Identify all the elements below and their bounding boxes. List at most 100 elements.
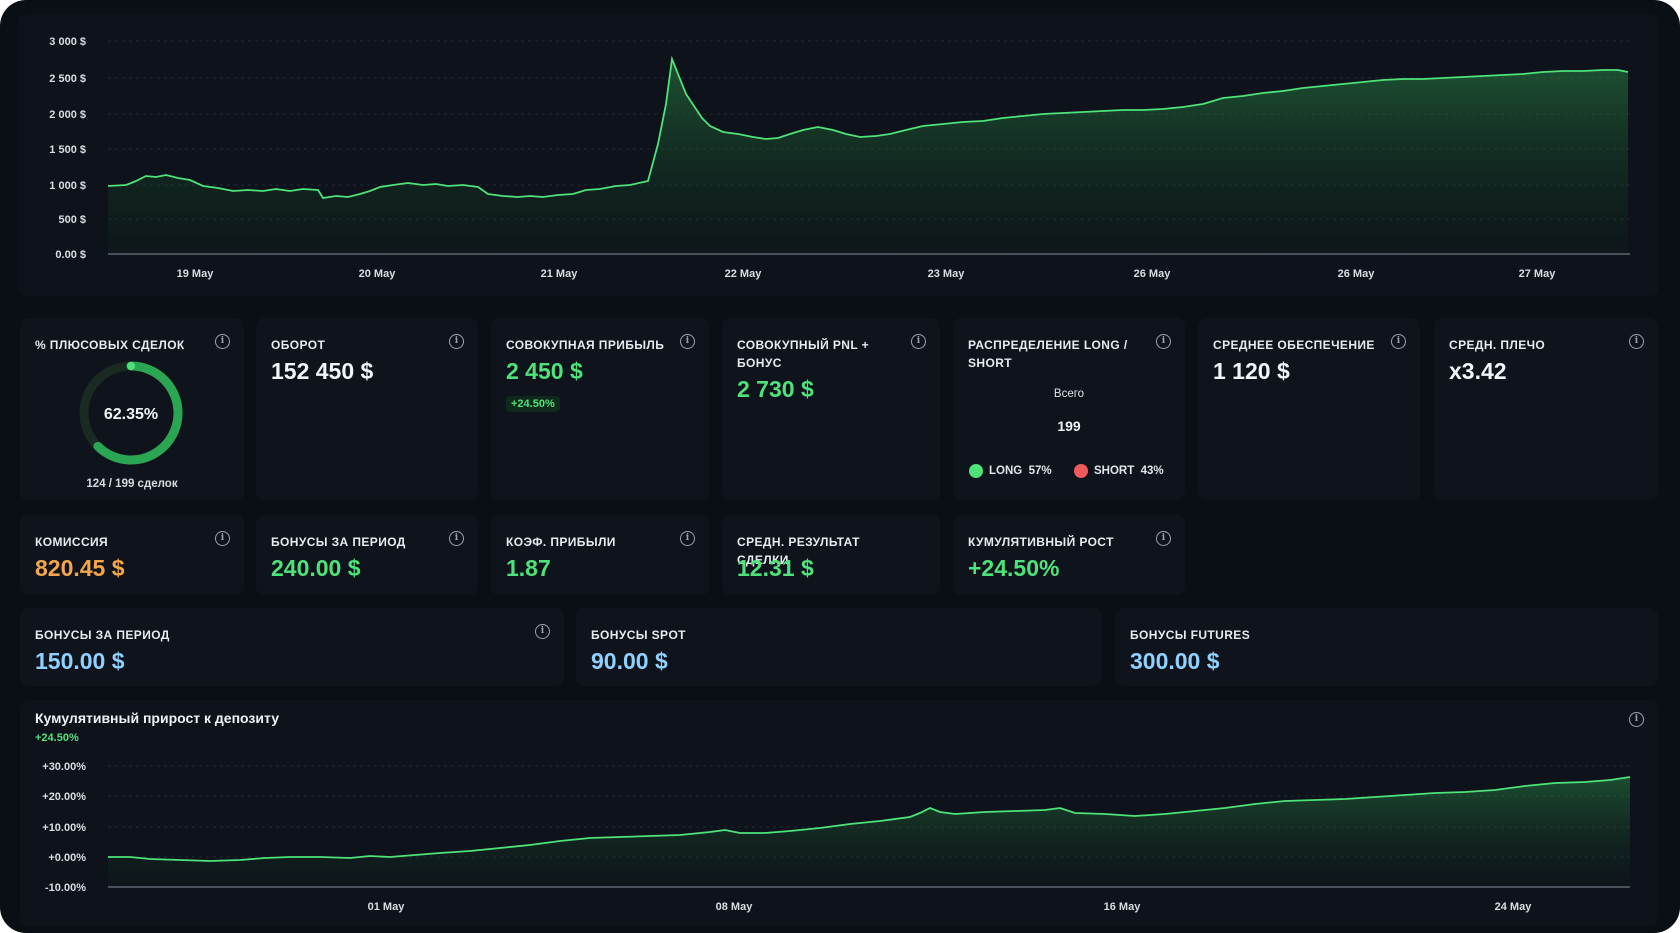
info-icon[interactable]: i [535, 624, 550, 639]
y-tick: 1 500 $ [49, 144, 86, 156]
total-label: Всего [1053, 388, 1085, 400]
avg-collateral-card: СРЕДНЕЕ ОБЕСПЕЧЕНИЕ i 1 120 $ [1198, 318, 1420, 500]
growth-chart-title: Кумулятивный прирост к депозиту [35, 710, 279, 726]
info-icon[interactable]: i [680, 531, 695, 546]
win-rate-caption: 124 / 199 сделок [86, 478, 178, 490]
info-icon[interactable]: i [1391, 334, 1406, 349]
card-title: ОБОРОТ [271, 338, 326, 352]
y-tick: 0.00 $ [55, 249, 86, 261]
card-title: СРЕДН. РЕЗУЛЬТАТ СДЕЛКИ [737, 535, 860, 567]
info-icon[interactable]: i [449, 531, 464, 546]
bonuses-total-value: 150.00 $ [35, 648, 125, 674]
long-pct: 57% [1028, 465, 1052, 478]
turnover-card: ОБОРОТ i 152 450 $ [256, 318, 478, 500]
growth-area [108, 777, 1630, 887]
info-icon[interactable]: i [1156, 531, 1171, 546]
growth-line [108, 776, 1631, 862]
profit-factor-value: 1.87 [506, 555, 551, 581]
y-tick: +30.00% [42, 761, 86, 773]
x-tick: 27 May [1519, 268, 1557, 280]
balance-chart: 3 000 $ 2 500 $ 2 000 $ 1 500 $ 1 000 $ … [49, 36, 1630, 280]
info-icon[interactable]: i [1156, 334, 1171, 349]
info-icon[interactable]: i [680, 334, 695, 349]
long-short-card: РАСПРЕДЕЛЕНИЕ LONG / SHORT i Всего 199 L… [953, 318, 1185, 500]
y-tick: -10.00% [45, 882, 86, 894]
info-icon[interactable]: i [449, 334, 464, 349]
y-tick: 2 500 $ [49, 73, 86, 85]
turnover-value: 152 450 $ [271, 358, 374, 384]
bonuses-spot-value: 90.00 $ [591, 648, 668, 674]
bonuses-futures-card: БОНУСЫ FUTURES 300.00 $ [1115, 608, 1658, 686]
balance-area [108, 59, 1628, 254]
card-title: КОМИССИЯ [35, 535, 109, 549]
x-tick: 26 May [1338, 268, 1376, 280]
avg-trade-value: 12.31 $ [737, 555, 814, 581]
info-icon[interactable]: i [1629, 712, 1644, 727]
balance-chart-panel: 3 000 $ 2 500 $ 2 000 $ 1 500 $ 1 000 $ … [18, 14, 1658, 296]
bonuses-total-card: БОНУСЫ ЗА ПЕРИОД i 150.00 $ [20, 608, 564, 686]
total-profit-value: 2 450 $ [506, 358, 583, 384]
x-tick: 01 May [368, 901, 406, 913]
y-tick: +20.00% [42, 791, 86, 803]
info-icon[interactable]: i [215, 531, 230, 546]
avg-trade-card: СРЕДН. РЕЗУЛЬТАТ СДЕЛКИ 12.31 $ [722, 515, 940, 595]
card-title: СРЕДНЕЕ ОБЕСПЕЧЕНИЕ [1213, 338, 1375, 352]
commission-value: 820.45 $ [35, 555, 125, 581]
profit-factor-card: КОЭФ. ПРИБЫЛИ i 1.87 [491, 515, 709, 595]
x-tick: 26 May [1134, 268, 1172, 280]
info-icon[interactable]: i [1629, 334, 1644, 349]
bonuses-period-value: 240.00 $ [271, 555, 361, 581]
x-tick: 21 May [541, 268, 579, 280]
total-pnl-value: 2 730 $ [737, 376, 814, 402]
growth-chart-subtitle: +24.50% [35, 732, 79, 744]
avg-leverage-card: СРЕДН. ПЛЕЧО i x3.42 [1434, 318, 1658, 500]
card-title: СОВОКУПНАЯ ПРИБЫЛЬ [506, 338, 665, 352]
long-label: LONG [989, 465, 1023, 478]
card-title: БОНУСЫ ЗА ПЕРИОД [35, 628, 170, 642]
x-tick: 22 May [725, 268, 763, 280]
total-value: 199 [1057, 418, 1081, 434]
x-tick: 19 May [177, 268, 215, 280]
avg-collateral-value: 1 120 $ [1213, 358, 1290, 384]
x-tick: 16 May [1104, 901, 1142, 913]
card-title: РАСПРЕДЕЛЕНИЕ LONG / SHORT [968, 338, 1128, 370]
win-rate-value: 62.35% [104, 406, 158, 423]
card-title: СОВОКУПНЫЙ PNL + БОНУС [737, 338, 870, 370]
card-title: БОНУСЫ FUTURES [1130, 628, 1251, 642]
y-tick: 3 000 $ [49, 36, 86, 48]
y-tick: 2 000 $ [49, 109, 86, 121]
balance-line [107, 55, 1629, 199]
growth-chart-panel: Кумулятивный прирост к депозиту +24.50% … [20, 700, 1658, 926]
win-rate-ring: 62.35% [79, 361, 183, 465]
cumulative-growth-card: КУМУЛЯТИВНЫЙ РОСТ i +24.50% [953, 515, 1185, 595]
bonuses-period-card: БОНУСЫ ЗА ПЕРИОД i 240.00 $ [256, 515, 478, 595]
cumulative-growth-value: +24.50% [968, 555, 1060, 581]
avg-leverage-value: x3.42 [1449, 358, 1507, 384]
profit-percent-badge: +24.50% [506, 396, 560, 412]
x-tick: 20 May [359, 268, 397, 280]
card-title: БОНУСЫ ЗА ПЕРИОД [271, 535, 406, 549]
card-title: % ПЛЮСОВЫХ СДЕЛОК [35, 338, 185, 352]
y-tick: 500 $ [58, 214, 86, 226]
total-profit-card: СОВОКУПНАЯ ПРИБЫЛЬ i 2 450 $ +24.50% [491, 318, 709, 500]
y-tick: +10.00% [42, 822, 86, 834]
x-tick: 23 May [928, 268, 966, 280]
info-icon[interactable]: i [911, 334, 926, 349]
growth-chart: +30.00% +20.00% +10.00% +0.00% -10.00% 0… [42, 761, 1631, 913]
card-title: КОЭФ. ПРИБЫЛИ [506, 535, 616, 549]
bonuses-spot-card: БОНУСЫ SPOT 90.00 $ [576, 608, 1102, 686]
info-icon[interactable]: i [215, 334, 230, 349]
total-pnl-card: СОВОКУПНЫЙ PNL + БОНУС i 2 730 $ [722, 318, 940, 500]
card-title: БОНУСЫ SPOT [591, 628, 686, 642]
long-dot [969, 464, 983, 478]
short-dot [1074, 464, 1088, 478]
short-legend: SHORT 43% [1074, 464, 1164, 478]
commission-card: КОМИССИЯ i 820.45 $ [20, 515, 244, 595]
card-title: КУМУЛЯТИВНЫЙ РОСТ [968, 535, 1114, 549]
win-rate-card: % ПЛЮСОВЫХ СДЕЛОК i 62.35% 124 / 199 сде… [20, 318, 244, 500]
short-pct: 43% [1140, 465, 1164, 478]
y-tick: +0.00% [48, 852, 86, 864]
card-title: СРЕДН. ПЛЕЧО [1449, 338, 1546, 352]
x-tick: 24 May [1495, 901, 1533, 913]
